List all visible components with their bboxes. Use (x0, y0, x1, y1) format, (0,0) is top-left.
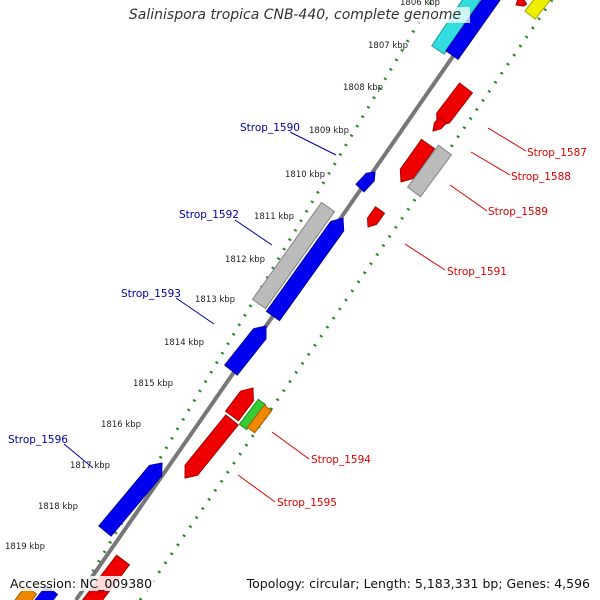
accession-label: Accession: NC_009380 (8, 576, 155, 591)
kbp-tick-label: 1816 kbp (101, 420, 141, 430)
gene-blue-1596[interactable] (98, 462, 163, 537)
gene-label-strop_1587[interactable]: Strop_1587 (527, 147, 587, 159)
kbp-tick-label: 1814 kbp (164, 338, 204, 348)
leader-line-strop_1592 (234, 219, 273, 246)
gene-label-strop_1595[interactable]: Strop_1595 (277, 497, 337, 509)
kbp-tick-label: 1815 kbp (133, 379, 173, 389)
kbp-tick-label: 1806 kbp (400, 0, 440, 8)
gene-label-strop_1588[interactable]: Strop_1588 (511, 171, 571, 183)
gene-gray-1589[interactable] (406, 144, 453, 198)
kbp-tick-label: 1807 kbp (368, 41, 408, 51)
leader-line-strop_1593 (175, 297, 215, 325)
leader-line-strop_1595 (237, 474, 276, 503)
gene-label-strop_1591[interactable]: Strop_1591 (447, 266, 507, 278)
gene-blue-1592[interactable] (265, 217, 345, 322)
gene-gray-1592[interactable] (251, 201, 336, 310)
gene-orange-1594[interactable] (246, 404, 273, 434)
reverse-tick-track (138, 0, 554, 600)
kbp-tick-label: 1809 kbp (309, 126, 349, 136)
gene-label-strop_1592[interactable]: Strop_1592 (179, 209, 239, 221)
gene-red-1594a[interactable] (224, 387, 254, 422)
kbp-tick-label: 1817 kbp (70, 461, 110, 471)
leader-line-strop_1596 (63, 443, 94, 469)
gene-red-top[interactable] (515, 0, 528, 7)
leader-line-strop_1589 (449, 184, 488, 212)
genome-summary: Topology: circular; Length: 5,183,331 bp… (244, 576, 592, 591)
kbp-tick-label: 1819 kbp (5, 542, 45, 552)
kbp-tick-label: 1811 kbp (254, 212, 294, 222)
leader-line-strop_1588 (470, 151, 511, 176)
kbp-tick-label: 1808 kbp (343, 83, 383, 93)
leader-line-strop_1591 (404, 243, 446, 271)
gene-label-strop_1589[interactable]: Strop_1589 (488, 206, 548, 218)
leader-line-strop_1594 (271, 431, 310, 460)
leader-line-strop_1590 (289, 131, 337, 156)
gene-red-1591[interactable] (366, 206, 386, 228)
kbp-tick-label: 1810 kbp (285, 170, 325, 180)
gene-red-1588-small[interactable] (432, 116, 448, 132)
gene-label-strop_1596[interactable]: Strop_1596 (8, 434, 68, 446)
gene-yellow-top[interactable] (524, 0, 552, 20)
gene-blue-1593[interactable] (223, 325, 267, 376)
kbp-tick-label: 1818 kbp (38, 502, 78, 512)
gene-label-strop_1594[interactable]: Strop_1594 (311, 454, 371, 466)
kbp-tick-label: 1813 kbp (195, 295, 235, 305)
gene-blue-1590[interactable] (355, 171, 376, 193)
gene-label-strop_1593[interactable]: Strop_1593 (121, 288, 181, 300)
leader-line-strop_1587 (487, 127, 527, 152)
gene-label-strop_1590[interactable]: Strop_1590 (240, 122, 300, 134)
kbp-tick-label: 1812 kbp (225, 255, 265, 265)
gene-blue-top[interactable] (445, 0, 504, 60)
gene-red-1595[interactable] (184, 414, 239, 479)
map-title: Salinispora tropica CNB-440, complete ge… (120, 7, 470, 23)
gene-red-1588[interactable] (399, 138, 436, 183)
